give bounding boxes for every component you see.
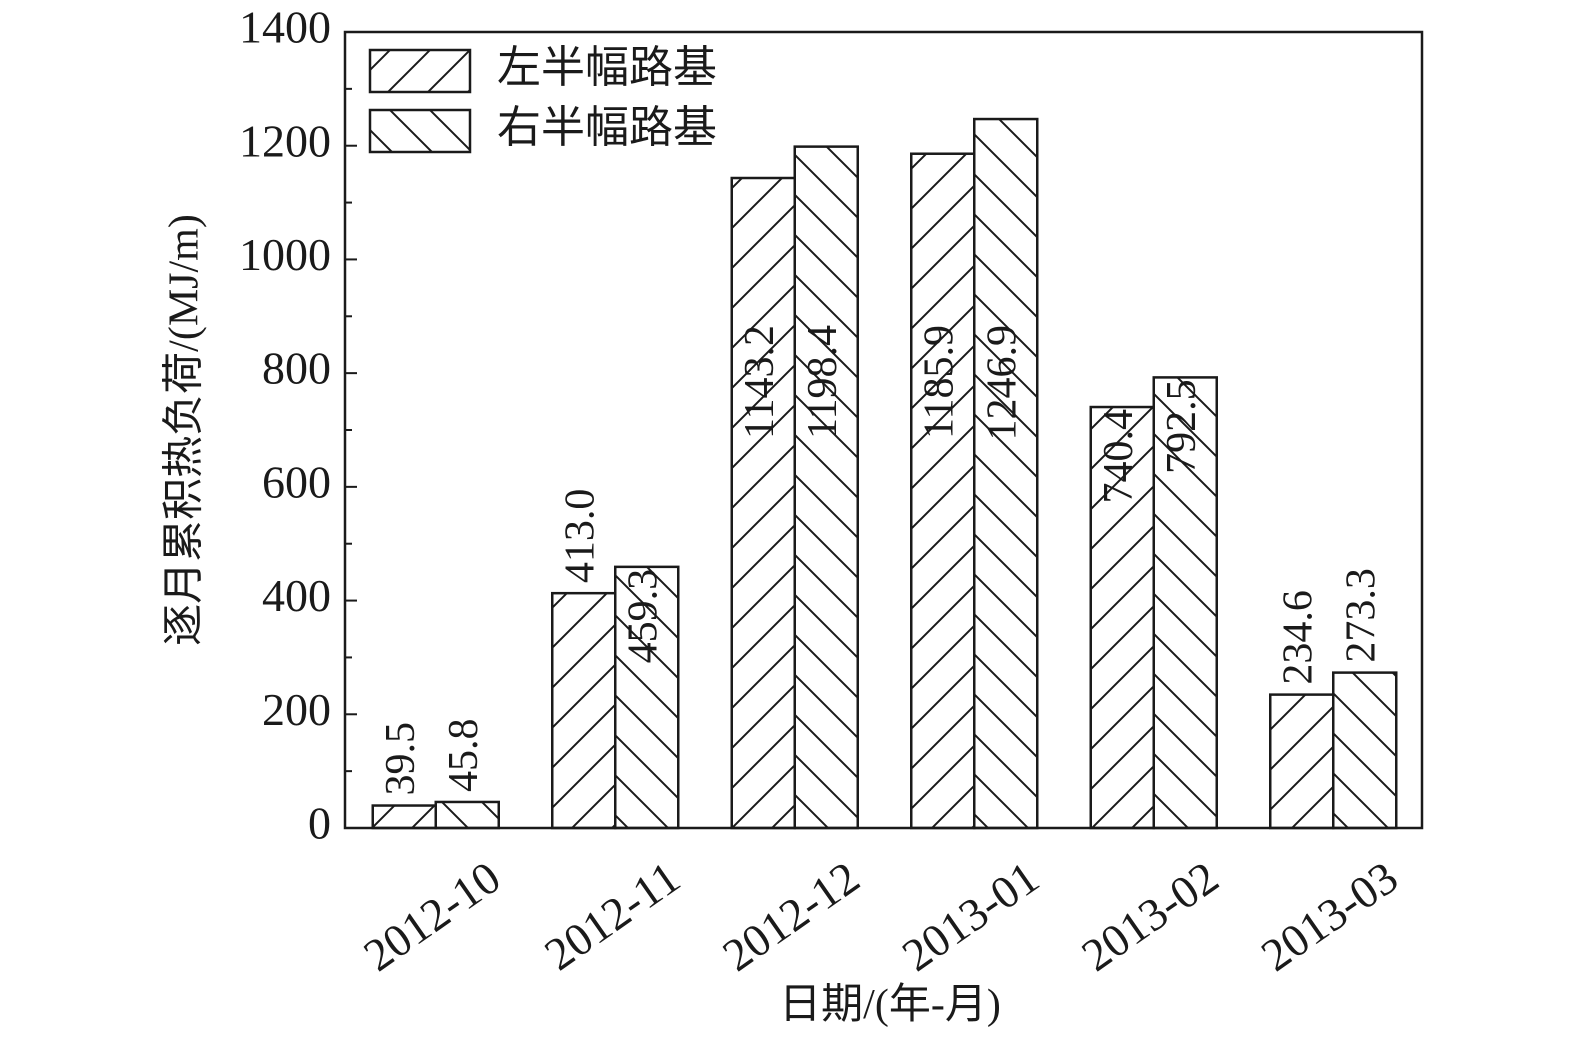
- data-label: 1246.9: [979, 325, 1025, 441]
- y-tick-label: 1400: [239, 2, 331, 53]
- y-tick-label: 600: [262, 456, 331, 507]
- x-tick-label: 2012-12: [713, 851, 868, 981]
- bar: [730, 176, 796, 830]
- y-tick-label: 0: [308, 798, 331, 849]
- bar: [551, 591, 617, 830]
- bar: [793, 145, 859, 830]
- y-tick-label: 200: [262, 684, 331, 735]
- data-label: 234.6: [1275, 590, 1321, 685]
- x-tick-label: 2013-01: [893, 851, 1048, 981]
- data-label: 39.5: [378, 722, 424, 796]
- data-label: 740.4: [1096, 409, 1142, 504]
- x-axis-title: 日期/(年-月): [779, 981, 1001, 1028]
- x-tick-label: 2013-02: [1072, 851, 1227, 981]
- legend-swatch: [368, 48, 472, 94]
- bar: [910, 152, 976, 830]
- bar: [1332, 671, 1398, 830]
- data-label: 273.3: [1338, 568, 1384, 663]
- data-label: 1143.2: [737, 325, 783, 439]
- y-tick-label: 1200: [239, 115, 331, 166]
- x-tick-label: 2012-10: [354, 851, 509, 981]
- legend-label: 左半幅路基: [497, 43, 717, 92]
- bar: [973, 117, 1039, 830]
- x-tick-label: 2013-03: [1252, 851, 1407, 981]
- bar: [434, 800, 500, 830]
- data-label: 413.0: [557, 489, 603, 584]
- plot-frame: [343, 30, 1424, 830]
- legend-label: 右半幅路基: [497, 103, 717, 152]
- y-axis-title: 逐月累积热负荷/(MJ/m): [162, 214, 208, 646]
- x-tick-label: 2012-11: [535, 851, 688, 980]
- bar: [614, 565, 680, 830]
- bar: [1269, 693, 1335, 830]
- y-tick-label: 400: [262, 570, 331, 621]
- data-label: 459.3: [620, 569, 666, 664]
- legend-swatch: [368, 108, 472, 154]
- data-label: 1185.9: [916, 325, 962, 439]
- y-tick-label: 800: [262, 343, 331, 394]
- y-tick-label: 1000: [239, 229, 331, 280]
- data-label: 792.5: [1159, 379, 1205, 474]
- bar: [1152, 376, 1218, 830]
- data-label: 1198.4: [800, 325, 846, 439]
- data-label: 45.8: [441, 718, 487, 792]
- bar: [371, 804, 437, 830]
